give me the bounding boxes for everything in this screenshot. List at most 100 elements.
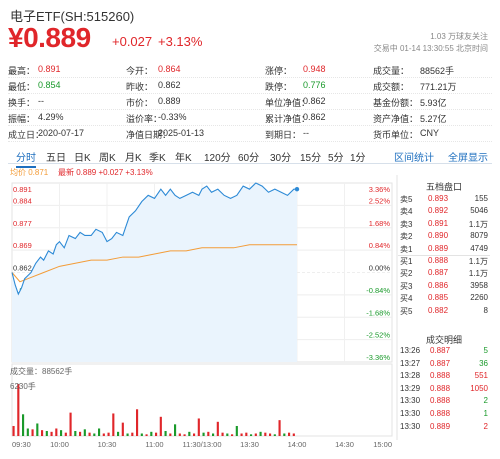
volume-bar: [12, 425, 15, 436]
avg-price-line: [11, 244, 297, 283]
pct-tick-label: 0.84%: [369, 241, 391, 250]
volume-bar: [212, 433, 215, 436]
volume-bar: [216, 421, 219, 436]
volume-bar: [197, 418, 200, 436]
volume-bar: [278, 420, 281, 436]
volume-bar: [273, 434, 276, 436]
volume-bar: [226, 433, 229, 436]
stat-label: 跌停：: [265, 82, 293, 92]
level-label: 卖5: [400, 195, 413, 204]
volume-bar: [174, 424, 177, 436]
pct-tick-label: 2.52%: [369, 196, 391, 205]
volume-bar: [264, 432, 267, 436]
stat-label: 累计净值：: [265, 114, 311, 124]
level-qty: 8079: [470, 231, 488, 241]
stat-value: 4.29%: [38, 112, 64, 122]
y-tick-label: 0.862: [13, 264, 32, 273]
pct-tick-label: -1.68%: [366, 308, 390, 317]
volume-bar: [22, 414, 25, 436]
pct-tick-label: -3.36%: [366, 353, 390, 362]
trade-price: 0.889: [430, 421, 451, 431]
tab-9[interactable]: 30分: [270, 153, 292, 164]
stat-label: 到期日：: [265, 130, 302, 140]
orderbook-title: 五档盘口: [425, 182, 462, 192]
trade-time: 13:30: [400, 396, 421, 406]
stat-label: 货币单位：: [373, 130, 419, 140]
stat-value: --: [303, 128, 309, 138]
tab-7[interactable]: 120分: [204, 153, 231, 164]
x-tick-label: 14:30: [335, 440, 354, 449]
stat-label: 成交量：: [373, 66, 410, 76]
fullscreen-link[interactable]: 全屏显示: [448, 153, 488, 164]
tab-4[interactable]: 月K: [125, 153, 142, 164]
pct-tick-label: -2.52%: [366, 331, 390, 340]
legend-latest: 最新 0.889 +0.027 +3.13%: [58, 168, 153, 177]
trade-price: 0.888: [430, 396, 451, 406]
trade-qty: 2: [483, 396, 488, 406]
tab-5[interactable]: 季K: [149, 153, 166, 164]
level-price: 0.890: [428, 231, 449, 241]
stat-value: 0.862: [158, 80, 181, 90]
level-qty: 1.1万: [468, 219, 488, 229]
level-price: 0.886: [428, 280, 449, 290]
ask-row: 卖2 0.890 8079: [398, 231, 490, 243]
volume-bar: [245, 432, 248, 436]
bid-row: 买3 0.886 3958: [398, 281, 490, 293]
level-price: 0.887: [428, 268, 449, 278]
trade-price: 0.887: [430, 358, 451, 368]
level-label: 卖1: [400, 244, 413, 254]
tab-2[interactable]: 日K: [74, 153, 91, 164]
trade-qty: 551: [474, 371, 488, 381]
volume-bar: [254, 433, 257, 436]
latest-point: [294, 186, 300, 192]
stat-value: 2020-07-17: [38, 128, 85, 138]
volume-bar: [202, 432, 205, 436]
tab-11[interactable]: 5分: [328, 153, 344, 164]
level-price: 0.882: [428, 305, 449, 315]
trade-time: 13:26: [400, 346, 421, 355]
level-label: 买2: [400, 269, 413, 279]
book-separator: [398, 255, 490, 256]
volume-bar: [60, 430, 63, 436]
trade-row: 13:29 0.888 1050: [398, 384, 490, 396]
period-tabs: 区间统计 全屏显示 分时 五日 日K 周K 月K 季K 年K 120分 60分 30分 15分 5分 1…: [8, 146, 492, 168]
trade-price: 0.888: [430, 409, 451, 418]
level-price: 0.893: [428, 194, 449, 203]
level-qty: 1.1万: [468, 257, 488, 266]
level-price: 0.888: [428, 256, 449, 265]
tab-3[interactable]: 周K: [99, 153, 116, 164]
stats-row: 最低： 0.854 昨收： 0.862 跌停： 0.776 成交额： 771.21万: [8, 78, 492, 94]
volume-bar: [64, 432, 67, 436]
volume-bar: [221, 432, 224, 436]
volume-bar: [145, 434, 148, 436]
stat-value: 0.862: [303, 96, 326, 106]
tab-6[interactable]: 年K: [175, 153, 192, 164]
volume-bar: [55, 428, 58, 436]
x-tick-label: 15:00: [373, 440, 392, 449]
volume-bar: [121, 422, 124, 436]
bid-row: 买5 0.882 8: [398, 306, 490, 318]
tab-0[interactable]: 分时: [16, 149, 36, 168]
volume-bar: [240, 433, 243, 436]
tab-10[interactable]: 15分: [300, 153, 322, 164]
trade-row: 13:27 0.887 36: [398, 359, 490, 371]
level-qty: 2260: [470, 293, 488, 303]
trade-time: 13:29: [400, 383, 421, 393]
volume-bar: [69, 412, 72, 436]
trade-time: 13:27: [400, 358, 421, 368]
legend-avg: 均价 0.871: [10, 168, 49, 177]
tab-8[interactable]: 60分: [238, 153, 260, 164]
trade-row: 13:30 0.888 1: [398, 409, 490, 421]
volume-bar: [164, 430, 167, 436]
interval-stats-link[interactable]: 区间统计: [394, 153, 434, 164]
ask-row: 卖5 0.893 155: [398, 194, 490, 206]
level-qty: 5046: [470, 206, 488, 216]
level-qty: 8: [483, 305, 488, 315]
tab-1[interactable]: 五日: [46, 153, 66, 164]
level-price: 0.885: [428, 293, 449, 303]
level-label: 卖4: [400, 207, 413, 217]
price-change-pct: +3.13%: [158, 34, 203, 49]
tab-12[interactable]: 1分: [350, 153, 366, 164]
volume-bar: [50, 431, 53, 436]
volume-bar: [17, 384, 20, 436]
